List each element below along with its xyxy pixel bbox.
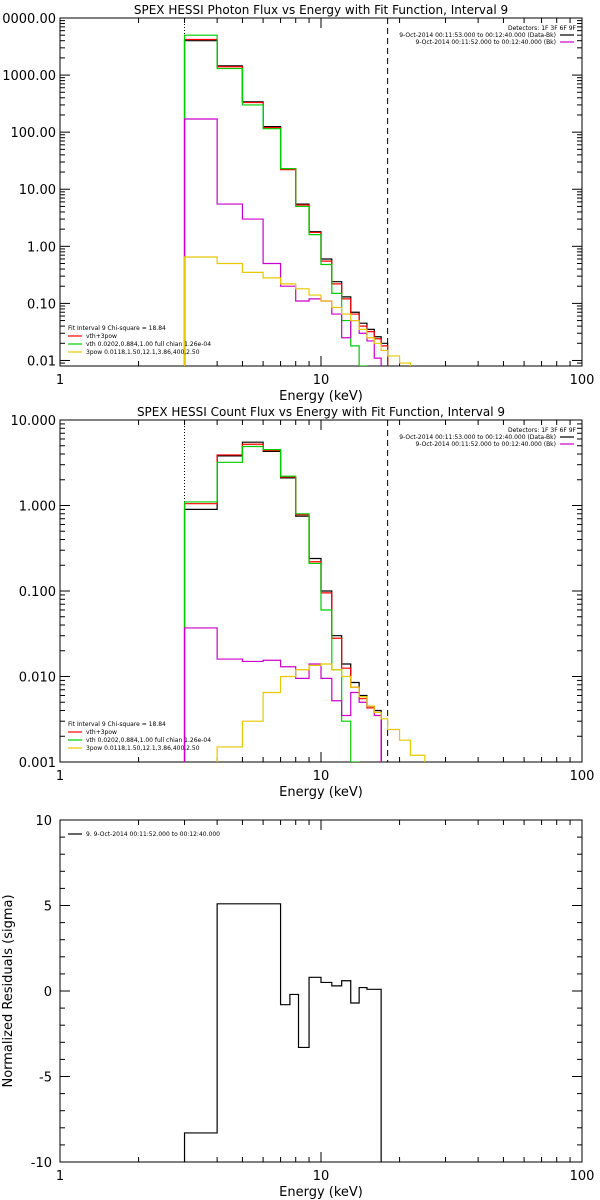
x-axis-label: Energy (keV) [279, 785, 363, 800]
series-line-3 [183, 445, 360, 762]
x-tick-label: 10 [313, 373, 330, 388]
chart-panel-3: 1 10 100 Energy (keV) -10 -5 0 5 10 Normalized Re… [1, 814, 594, 1200]
y-tick-label: 1.00 [27, 240, 56, 255]
y-tick-label: 0.010 [19, 671, 56, 686]
x-tick-label: 10 [313, 769, 330, 784]
y-tick-label: 0000.00 [2, 12, 56, 27]
x-tick-label: 100 [570, 769, 595, 784]
y-tick-label: 10.000 [11, 414, 57, 429]
y-axis: -10 -5 0 5 10 [31, 814, 582, 1171]
y-tick-label: 0.100 [19, 585, 56, 600]
header-line: 9-Oct-2014 00:11:53.000 to 00:12:40.000 … [399, 434, 556, 441]
chart-panel-1: SPEX HESSI Photon Flux vs Energy with Fi… [2, 3, 594, 404]
y-tick-label: 100.00 [11, 126, 57, 141]
header-line: Detectors: 1F 3F 6F 9F [508, 427, 577, 434]
x-tick-label: 10 [313, 1169, 330, 1184]
header-line: 9-Oct-2014 00:11:52.000 to 00:12:40.000 … [416, 441, 557, 448]
series-line-3 [183, 34, 368, 366]
x-tick-label: 100 [570, 1169, 595, 1184]
x-tick-label: 1 [56, 1169, 64, 1184]
y-axis-label: Normalized Residuals (sigma) [1, 894, 16, 1087]
series-line-5 [216, 663, 426, 762]
legend-entry: vth+3pow [86, 729, 117, 736]
x-tick-label: 1 [56, 769, 64, 784]
legend-entry: vth 0.0202,0.884,1.00 full chian 1.26e-0… [86, 737, 211, 744]
chart-panel-2: SPEX HESSI Count Flux vs Energy with Fit… [11, 405, 595, 800]
y-tick-label: 5 [44, 900, 52, 915]
x-tick-label: 1 [56, 373, 64, 388]
series-line-2 [183, 38, 389, 366]
chart-title: SPEX HESSI Count Flux vs Energy with Fit… [137, 405, 505, 419]
y-tick-label: -10 [31, 1156, 52, 1171]
y-axis: 0.01 0.10 1.00 10.00 100.00 1000.00 0000.00 [2, 12, 582, 369]
y-tick-label: 1.000 [19, 500, 56, 515]
header-line: 9-Oct-2014 00:11:52.000 to 00:12:40.000 … [416, 39, 557, 46]
series-line-1 [183, 903, 382, 1162]
y-tick-label: 0.01 [27, 354, 56, 369]
x-axis-label: Energy (keV) [279, 1185, 363, 1200]
legend-title: Fit Interval 9 Chi-square = 18.84 [68, 721, 166, 728]
header-line: 9-Oct-2014 00:11:53.000 to 00:12:40.000 … [399, 32, 556, 39]
series-group [183, 34, 411, 366]
chart-title: SPEX HESSI Photon Flux vs Energy with Fi… [134, 3, 508, 17]
x-tick-label: 100 [570, 373, 595, 388]
x-axis-label: Energy (keV) [279, 389, 363, 404]
series-line-4 [183, 627, 382, 762]
x-axis: 1 10 100 [56, 420, 595, 784]
plot-frame [59, 17, 583, 367]
plot-frame [59, 819, 583, 1163]
y-tick-label: 0.10 [27, 297, 56, 312]
y-axis: 0.001 0.010 0.100 1.000 10.000 [11, 414, 582, 771]
legend-entry: vth+3pow [86, 333, 117, 340]
x-axis: 1 10 100 [56, 820, 595, 1184]
series-group [183, 441, 426, 762]
y-tick-label: 10.00 [19, 183, 56, 198]
legend-entry: 9. 9-Oct-2014 00:11:52.000 to 00:12:40.0… [86, 831, 220, 838]
y-tick-label: 0.001 [19, 756, 56, 771]
x-axis: 1 10 100 [56, 18, 595, 388]
series-line-1 [183, 40, 389, 366]
y-tick-label: 10 [35, 814, 52, 829]
legend-entry: 3pow 0.0118,1.50,12.1,3.86,400,2.50 [86, 745, 200, 752]
series-line-2 [183, 443, 382, 762]
y-tick-label: 1000.00 [2, 69, 56, 84]
y-tick-label: 0 [44, 985, 52, 1000]
series-group [183, 903, 382, 1162]
legend-entry: vth 0.0202,0.884,1.00 full chian 1.26e-0… [86, 341, 211, 348]
header-line: Detectors: 1F 3F 6F 9F [508, 25, 577, 32]
legend-title: Fit Interval 9 Chi-square = 18.84 [68, 325, 166, 332]
legend-entry: 3pow 0.0118,1.50,12.1,3.86,400,2.50 [86, 349, 200, 356]
y-tick-label: -5 [39, 1071, 52, 1086]
series-line-1 [183, 441, 382, 762]
series-line-5 [183, 256, 411, 366]
